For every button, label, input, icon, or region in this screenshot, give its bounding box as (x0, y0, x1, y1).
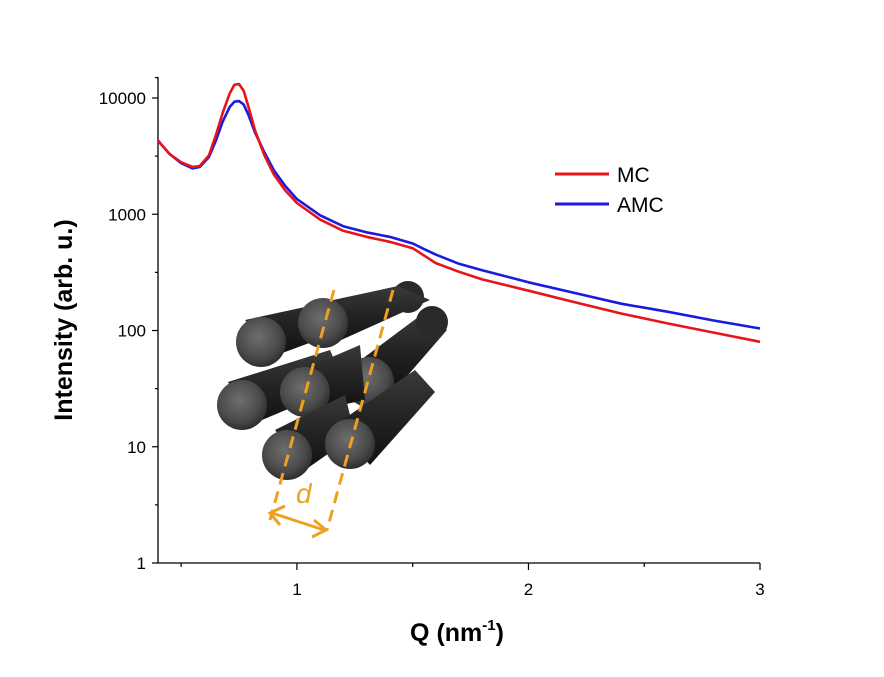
x-axis-title-close: ) (496, 619, 504, 647)
dashed-guide-line (325, 289, 395, 531)
legend-label-amc: AMC (617, 194, 664, 217)
y-ticks (152, 76, 158, 564)
hexagonal-rod-bundle-illustration: d (217, 281, 448, 539)
x-axis-title: Q (nm-1) (410, 617, 504, 647)
series-line-mc (157, 82, 761, 344)
legend: MC AMC (555, 164, 664, 217)
x-tick-labels: 1 2 3 (292, 580, 765, 599)
x-tick-label: 3 (755, 580, 764, 599)
x-axis-title-main: Q (nm (410, 619, 482, 647)
y-tick-labels: 1 10 100 1000 10000 (99, 89, 146, 573)
x-tick-label: 2 (524, 580, 533, 599)
y-axis-title: Intensity (arb. u.) (50, 219, 78, 420)
y-tick-label: 10000 (99, 89, 146, 108)
spacing-arrow (271, 511, 325, 532)
x-ticks (180, 563, 761, 570)
spacing-label: d (296, 478, 313, 509)
series-lines (157, 82, 761, 344)
arrow-head-left (267, 504, 286, 526)
x-axis-title-exponent: -1 (482, 617, 495, 634)
y-tick-label: 10 (127, 438, 146, 457)
y-tick-label: 1 (137, 554, 146, 573)
dashed-guide-line (268, 289, 336, 521)
legend-label-mc: MC (617, 164, 650, 187)
y-tick-label: 1000 (108, 205, 146, 224)
rod (298, 286, 430, 348)
y-tick-label: 100 (118, 322, 146, 341)
series-line-amc (157, 99, 761, 330)
arrow-head-right (311, 518, 329, 539)
x-tick-label: 1 (292, 580, 301, 599)
